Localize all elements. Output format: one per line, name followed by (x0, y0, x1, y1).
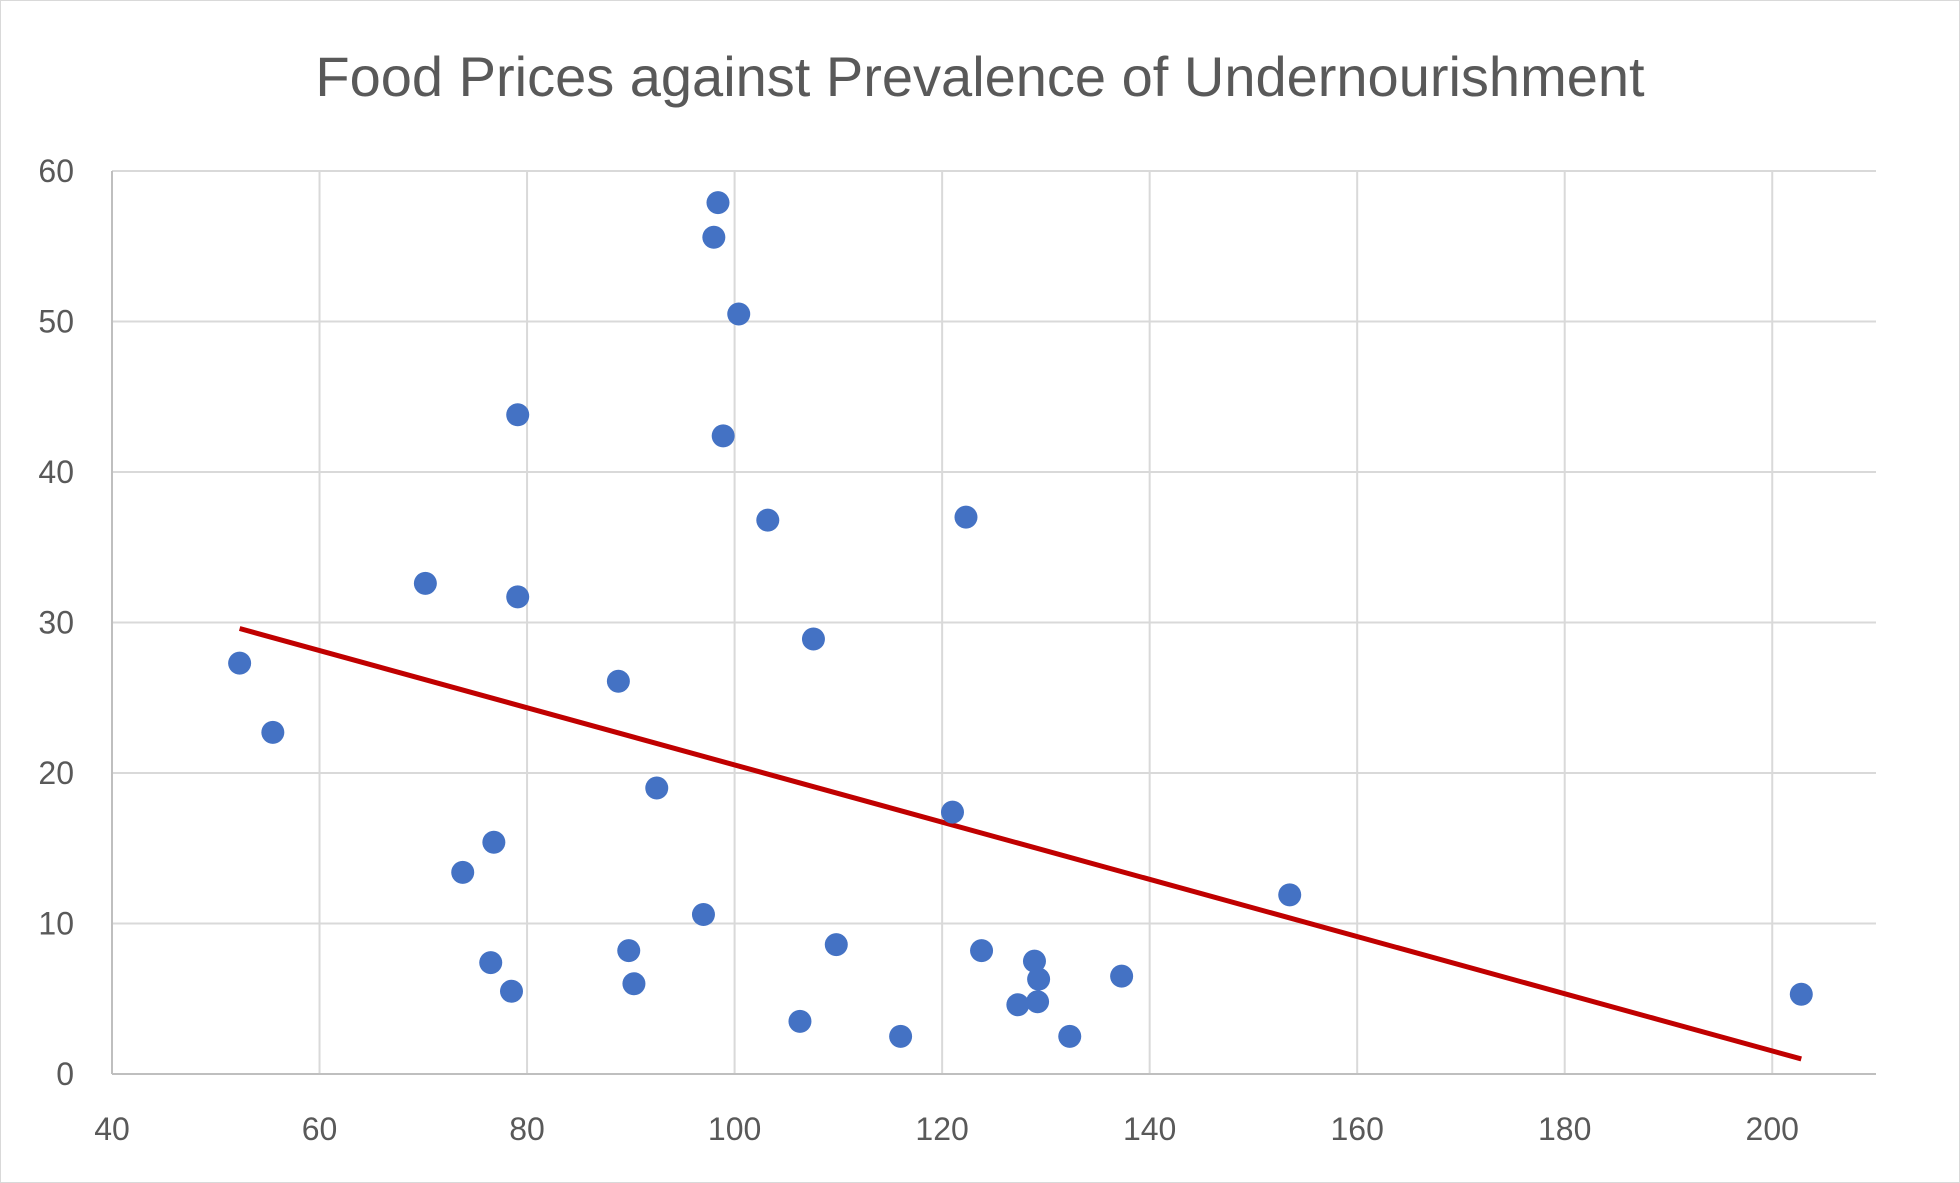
data-point (756, 508, 780, 532)
data-point (691, 902, 715, 926)
tick-labels: 40 60 80 100 120 140 160 180 200 0 10 20 30 40 50 60 (38, 153, 1799, 1147)
data-point (702, 225, 726, 249)
data-point (954, 505, 978, 529)
data-point (711, 424, 735, 448)
data-point (228, 651, 252, 675)
data-points (228, 191, 1813, 1048)
data-point (499, 979, 523, 1003)
data-point (970, 939, 994, 963)
data-point (451, 860, 475, 884)
data-point (606, 669, 630, 693)
data-point (727, 302, 751, 326)
x-tick-label: 80 (509, 1111, 545, 1147)
data-point (1006, 993, 1030, 1017)
gridlines (112, 170, 1876, 1074)
data-point (622, 972, 646, 996)
x-tick-label: 140 (1123, 1111, 1176, 1147)
y-tick-label: 30 (38, 605, 74, 641)
data-point (506, 403, 530, 427)
data-point (940, 800, 964, 824)
x-tick-label: 100 (708, 1111, 761, 1147)
data-point (506, 585, 530, 609)
data-point (1058, 1024, 1082, 1048)
data-point (1110, 964, 1134, 988)
data-point (261, 720, 285, 744)
x-tick-label: 180 (1538, 1111, 1591, 1147)
data-point (617, 939, 641, 963)
data-point (1789, 982, 1813, 1006)
data-point (706, 191, 730, 215)
x-tick-label: 160 (1330, 1111, 1383, 1147)
x-tick-label: 60 (302, 1111, 338, 1147)
data-point (482, 830, 506, 854)
data-point (645, 776, 669, 800)
data-point (1278, 883, 1302, 907)
y-tick-label: 40 (38, 454, 74, 490)
data-point (1022, 949, 1046, 973)
data-point (1026, 990, 1050, 1014)
x-tick-label: 120 (915, 1111, 968, 1147)
data-point (788, 1009, 812, 1033)
y-tick-label: 10 (38, 906, 74, 942)
y-tick-label: 60 (38, 153, 74, 189)
data-point (824, 933, 848, 957)
y-tick-label: 0 (56, 1056, 74, 1092)
data-point (889, 1024, 913, 1048)
chart-title: Food Prices against Prevalence of Undern… (315, 45, 1645, 108)
x-tick-label: 40 (94, 1111, 130, 1147)
data-point (479, 951, 503, 975)
data-point (1027, 967, 1051, 991)
y-tick-label: 50 (38, 304, 74, 340)
axes (111, 171, 1876, 1075)
data-point (801, 627, 825, 651)
data-point (413, 571, 437, 595)
y-tick-label: 20 (38, 755, 74, 791)
x-tick-label: 200 (1746, 1111, 1799, 1147)
trendline (238, 626, 1802, 1062)
trendline-layer (238, 626, 1802, 1062)
